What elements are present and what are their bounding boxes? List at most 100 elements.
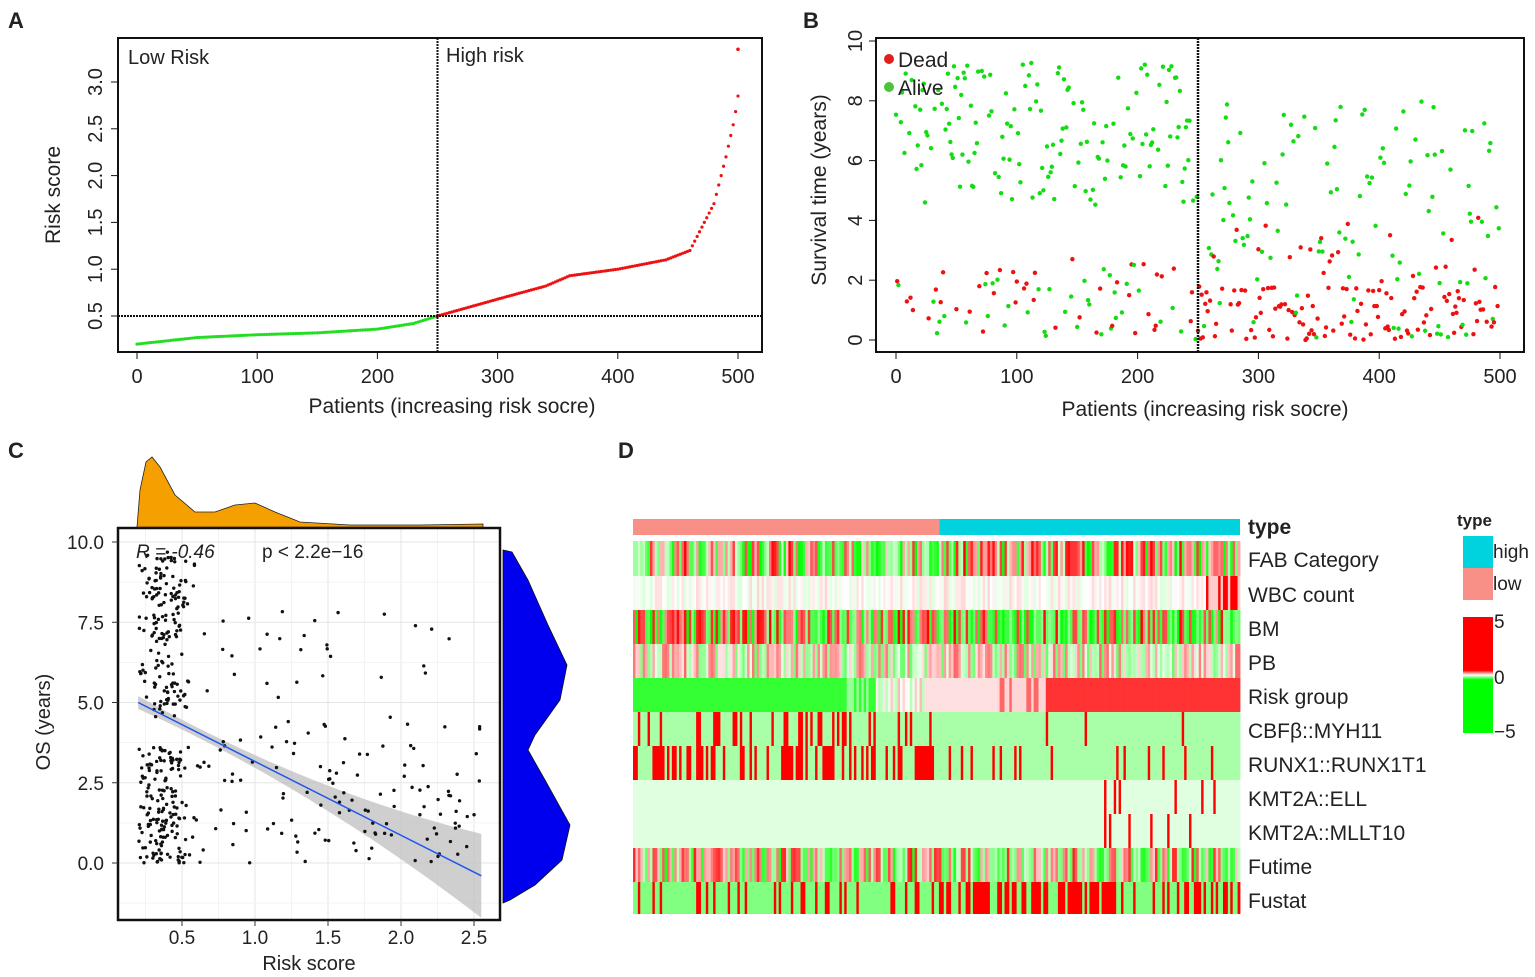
data-point: [221, 619, 225, 623]
heatmap-cell: [1162, 712, 1166, 746]
heatmap-cell: [764, 576, 767, 610]
heatmap-cell: [747, 848, 750, 882]
heatmap-cell: [1201, 712, 1204, 746]
heatmap-row: [633, 712, 1241, 746]
heatmap-cell: [807, 848, 811, 882]
alive-point: [1102, 176, 1108, 182]
heatmap-cell: [1174, 712, 1178, 746]
heatmap-cell: [1230, 541, 1234, 576]
alive-point: [952, 84, 958, 90]
data-point: [159, 699, 163, 704]
risk-point: [322, 330, 327, 334]
data-point: [313, 831, 317, 835]
heatmap-cell: [1184, 610, 1187, 644]
heatmap-cell: [858, 541, 862, 576]
data-point: [179, 689, 183, 693]
row-label: KMT2A::ELL: [1248, 788, 1367, 811]
data-point: [321, 674, 325, 678]
data-point: [169, 767, 173, 771]
heatmap-cell: [795, 712, 799, 746]
heatmap-cell: [1067, 814, 1071, 848]
risk-point: [621, 266, 625, 270]
data-point: [175, 832, 179, 836]
heatmap-cell: [1125, 746, 1129, 780]
heatmap-cell: [968, 541, 971, 576]
heatmap-cell: [1232, 780, 1236, 814]
heatmap-cell: [1220, 882, 1224, 914]
alive-point: [1107, 272, 1113, 278]
heatmap-cell: [764, 848, 767, 882]
dead-point: [1141, 261, 1146, 267]
heatmap-cell: [861, 712, 865, 746]
heatmap-cell: [1040, 780, 1044, 814]
heatmap-cell: [737, 712, 741, 746]
heatmap-cell: [1084, 678, 1088, 712]
heatmap-cell: [834, 576, 838, 610]
data-point: [231, 842, 235, 847]
heatmap-cell: [875, 746, 879, 780]
heatmap-cell: [992, 746, 996, 780]
heatmap-cell: [846, 644, 850, 678]
heatmap-cell: [700, 678, 704, 712]
heatmap-cell: [912, 882, 916, 914]
alive-point: [956, 115, 962, 121]
heatmap-cell: [744, 780, 748, 814]
heatmap-cell: [943, 644, 947, 678]
heatmap-cell: [812, 644, 816, 678]
heatmap-cell: [907, 610, 911, 644]
heatmap-cell: [1062, 882, 1066, 914]
dead-point: [1267, 327, 1272, 333]
data-point: [152, 702, 157, 706]
heatmap-cell: [987, 882, 991, 914]
heatmap-cell: [1087, 576, 1090, 610]
heatmap-cell: [771, 848, 775, 882]
heatmap-cell: [1215, 746, 1219, 780]
heatmap-cell: [1082, 780, 1086, 814]
heatmap-cell: [798, 610, 801, 644]
data-point: [270, 745, 274, 749]
data-point: [162, 759, 166, 763]
row-label: WBC count: [1248, 584, 1354, 607]
heatmap-cell: [1191, 814, 1195, 848]
heatmap-cell: [1019, 644, 1022, 678]
heatmap-cell: [1189, 610, 1192, 644]
heatmap-cell: [861, 848, 865, 882]
risk-point: [544, 284, 548, 288]
heatmap-cell: [1135, 644, 1139, 678]
heatmap-cell: [1227, 882, 1231, 914]
heatmap-cell: [1203, 541, 1207, 576]
heatmap-cell: [958, 848, 962, 882]
alive-point: [1060, 126, 1065, 131]
heatmap-cell: [1084, 576, 1088, 610]
heatmap-cell: [705, 814, 709, 848]
heatmap-cell: [904, 610, 908, 644]
data-point: [177, 816, 181, 820]
heatmap-cell: [710, 541, 714, 576]
heatmap-cell: [676, 814, 680, 848]
heatmap-cell: [1096, 882, 1100, 914]
heatmap-cell: [652, 848, 656, 882]
heatmap-cell: [761, 541, 765, 576]
data-point: [158, 586, 162, 591]
heatmap-cell: [649, 644, 653, 678]
data-point: [175, 606, 179, 611]
dead-point: [1451, 330, 1457, 336]
dead-point: [1273, 306, 1278, 311]
heatmap-cell: [895, 541, 899, 576]
heatmap-cell: [841, 610, 845, 644]
dead-point: [1152, 327, 1157, 332]
heatmap-cell: [666, 644, 670, 678]
data-point: [382, 612, 387, 616]
heatmap-cell: [1108, 610, 1112, 644]
data-point: [183, 692, 187, 697]
heatmap-cell: [1116, 712, 1119, 746]
risk-point: [238, 333, 242, 338]
dead-point: [1021, 286, 1027, 291]
heatmap-cell: [783, 882, 787, 914]
heatmap-cell: [1193, 848, 1197, 882]
alive-point: [1259, 249, 1265, 254]
alive-point: [1431, 104, 1436, 110]
alive-point: [1033, 99, 1039, 104]
heatmap-cell: [861, 576, 865, 610]
alive-point: [913, 104, 918, 109]
